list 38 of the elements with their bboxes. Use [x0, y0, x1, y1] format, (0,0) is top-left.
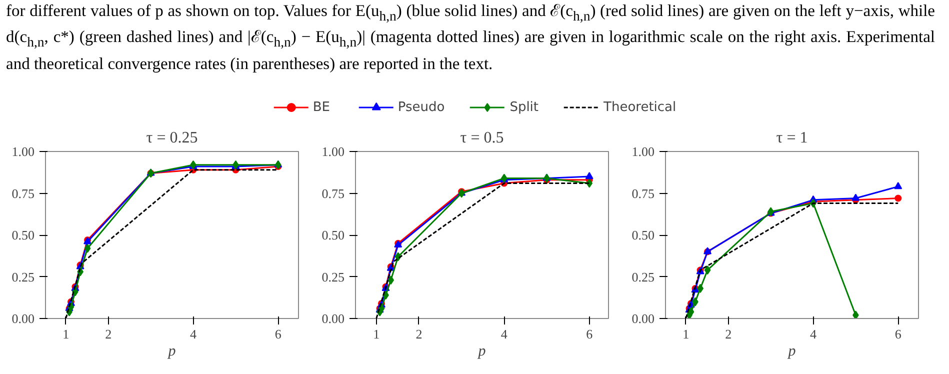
y-tick-label: 0.25: [12, 269, 34, 284]
y-tick-label: 0.25: [632, 269, 654, 284]
x-tick-label: 6: [274, 326, 282, 342]
y-tick-label: 0.75: [322, 186, 344, 201]
y-tick-label: 0.25: [322, 269, 344, 284]
y-tick-label: 1.00: [322, 144, 344, 159]
y-tick-label: 0.75: [12, 186, 34, 201]
x-tick-label: 4: [810, 326, 817, 342]
x-tick-label: 2: [416, 326, 422, 342]
chart-title: τ = 1: [776, 130, 808, 146]
legend-label: Pseudo: [398, 100, 445, 114]
chart-title: τ = 0.5: [460, 130, 504, 146]
y-tick-label: 1.00: [632, 144, 654, 159]
chart-title: τ = 0.25: [146, 130, 198, 146]
x-tick-label: 2: [105, 326, 112, 342]
y-tick-label: 0.00: [322, 311, 344, 326]
legend-label: Theoretical: [604, 100, 676, 114]
legend-label: Split: [510, 100, 539, 114]
y-tick-label: 1.00: [12, 144, 34, 159]
y-tick-label: 0.00: [12, 311, 34, 326]
text: for different values of p as shown on top. Values for E(u$_{h,n}$) (blue solid lines) and ℰ(c$_{h,n}$) (red solid lines) are given on the left y−axis, while d(c$_{h,n}$, c*) (green dashed lines) and |ℰ(c$_{h,n}$) − E(u$_{h,n}$)| (magenta dotted lines) are given in logarithmic scale on the right axis. Experimental and theoretical convergence rates (in parentheses) are reported in the text.: [6, 1, 936, 73]
x-tick-label: 2: [725, 326, 732, 342]
x-tick-label: 4: [190, 326, 197, 342]
legend-label: BE: [312, 100, 331, 114]
x-tick-label: 4: [500, 326, 508, 342]
x-tick-label: 1: [373, 326, 380, 342]
x-axis-title: p: [787, 344, 796, 360]
y-tick-label: 0.00: [632, 311, 654, 326]
y-tick-label: 0.50: [632, 228, 654, 242]
x-axis-title: p: [477, 344, 486, 360]
y-tick-label: 0.50: [12, 228, 34, 242]
x-tick-label: 6: [586, 326, 594, 342]
x-tick-label: 6: [894, 326, 902, 342]
x-tick-label: 1: [682, 326, 690, 342]
x-tick-label: 1: [62, 326, 70, 342]
x-axis-title: p: [167, 344, 176, 360]
y-tick-label: 0.50: [322, 228, 344, 242]
y-tick-label: 0.75: [632, 186, 654, 201]
